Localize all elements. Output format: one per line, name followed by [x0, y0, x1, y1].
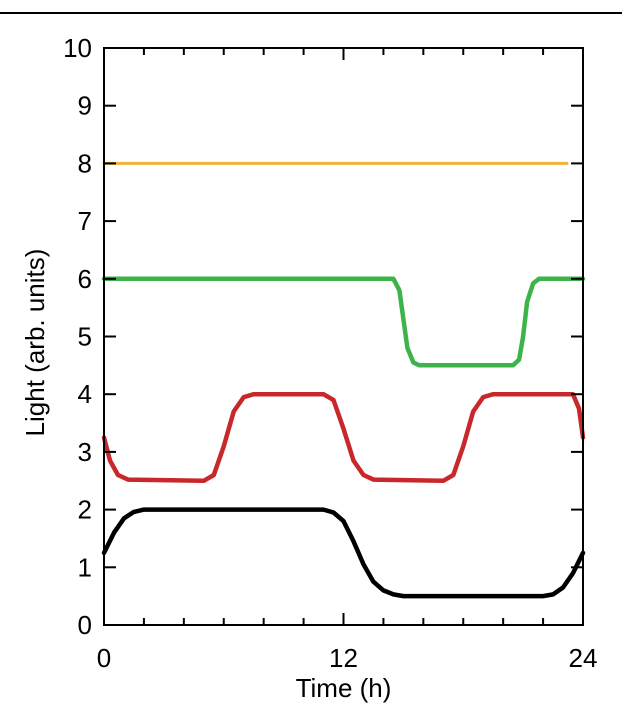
y-tick-label: 5	[78, 322, 92, 352]
y-tick-label: 0	[78, 610, 92, 640]
ticks-layer	[103, 47, 584, 626]
y-tick-label: 3	[78, 437, 92, 467]
plot-frame	[103, 47, 584, 626]
series-layer	[101, 161, 586, 599]
y-tick-label: 7	[78, 206, 92, 236]
x-axis-label: Time (h)	[296, 673, 392, 703]
x-tick-label: 24	[569, 643, 598, 673]
y-tick-label: 1	[78, 552, 92, 582]
series-line-2	[101, 391, 586, 484]
y-tick-label: 6	[78, 264, 92, 294]
series-line-3	[101, 276, 586, 368]
x-tick-label: 12	[329, 643, 358, 673]
series-line-1	[101, 507, 586, 599]
top-rule	[0, 12, 622, 14]
x-tick-label: 0	[97, 643, 111, 673]
y-tick-label: 8	[78, 148, 92, 178]
y-tick-label: 9	[78, 91, 92, 121]
y-tick-label: 2	[78, 495, 92, 525]
y-axis-label: Light (arb. units)	[20, 249, 50, 437]
y-tick-label: 10	[63, 33, 92, 63]
y-tick-label: 4	[78, 379, 92, 409]
